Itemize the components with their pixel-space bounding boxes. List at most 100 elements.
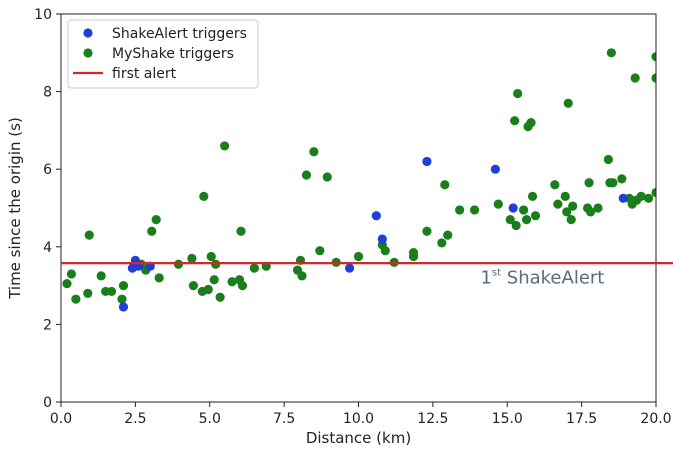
shakealert-legend-marker bbox=[83, 28, 93, 38]
myshake-triggers-point bbox=[203, 284, 213, 295]
myshake-triggers-point bbox=[297, 271, 307, 281]
myshake-triggers-point bbox=[593, 203, 603, 213]
x-axis-label: Distance (km) bbox=[306, 429, 411, 447]
x-tick-label: 15.0 bbox=[492, 411, 523, 427]
legend: ShakeAlert triggers MyShake triggers first… bbox=[67, 19, 259, 89]
myshake-triggers-point bbox=[519, 205, 529, 215]
myshake-triggers-point bbox=[206, 251, 216, 262]
x-tick-label: 10.0 bbox=[343, 411, 374, 427]
myshake-triggers-point bbox=[469, 205, 480, 215]
myshake-triggers-point bbox=[211, 259, 221, 269]
myshake-triggers-point bbox=[118, 281, 129, 291]
myshake-triggers-point bbox=[408, 248, 419, 258]
myshake-triggers-point bbox=[443, 230, 453, 240]
myshake-triggers-point bbox=[585, 207, 596, 217]
myshake-triggers-point bbox=[62, 279, 72, 289]
myshake-triggers-point bbox=[66, 269, 77, 279]
myshake-triggers-point bbox=[636, 191, 646, 201]
myshake-triggers-point bbox=[603, 154, 614, 165]
x-tick-label: 7.5 bbox=[273, 411, 295, 427]
y-tick-label: 4 bbox=[43, 240, 52, 256]
myshake-triggers-point bbox=[380, 246, 390, 256]
myshake-triggers-point bbox=[455, 205, 465, 215]
y-tick-label: 0 bbox=[43, 395, 52, 411]
myshake-triggers-point bbox=[209, 275, 219, 285]
y-axis: 0 2 4 6 8 10 bbox=[34, 7, 61, 411]
myshake-triggers-point bbox=[563, 98, 573, 108]
myshake-triggers-point bbox=[630, 73, 640, 83]
shakealert-triggers-point bbox=[618, 193, 628, 203]
myshake-triggers-point bbox=[643, 193, 654, 203]
myshake-triggers-point bbox=[173, 259, 184, 269]
myshake-triggers-point bbox=[249, 263, 259, 273]
myshake-triggers-point bbox=[550, 180, 560, 190]
myshake-triggers-point bbox=[511, 220, 521, 231]
myshake-legend-label: MyShake triggers bbox=[112, 46, 234, 62]
myshake-triggers-point bbox=[215, 292, 225, 302]
myshake-triggers-point bbox=[199, 191, 209, 201]
myshake-triggers-point bbox=[220, 141, 230, 151]
y-tick-label: 10 bbox=[34, 7, 52, 23]
myshake-triggers-point bbox=[505, 215, 515, 225]
myshake-triggers-point bbox=[513, 88, 523, 99]
annotation-text: 1st ShakeAlert bbox=[480, 268, 604, 289]
myshake-triggers-point bbox=[651, 52, 656, 62]
myshake-triggers-point bbox=[527, 191, 538, 201]
myshake-triggers-point bbox=[96, 271, 106, 281]
myshake-triggers-point bbox=[440, 180, 450, 190]
shakealert-triggers-point bbox=[490, 164, 500, 174]
shakealert-triggers-point bbox=[118, 302, 129, 312]
myshake-triggers-point bbox=[117, 294, 127, 304]
shakealert-legend-label: ShakeAlert triggers bbox=[112, 26, 247, 42]
myshake-triggers-point bbox=[322, 172, 332, 182]
myshake-triggers-point bbox=[617, 174, 627, 184]
y-tick-label: 6 bbox=[43, 162, 52, 178]
shakealert-triggers-point bbox=[377, 234, 387, 244]
myshake-triggers-point bbox=[236, 226, 246, 236]
first-alert-legend-label: first alert bbox=[112, 66, 177, 82]
y-axis-label: Time since the origin (s) bbox=[6, 117, 24, 300]
myshake-triggers-point bbox=[227, 277, 237, 287]
myshake-triggers-point bbox=[301, 170, 312, 180]
x-tick-label: 2.5 bbox=[124, 411, 146, 427]
first-shakealert-annotation: 1st ShakeAlert bbox=[480, 268, 604, 289]
shakealert-triggers-point bbox=[422, 156, 432, 167]
myshake-triggers-point bbox=[106, 286, 117, 297]
myshake-triggers-point bbox=[560, 191, 570, 201]
myshake-triggers-point bbox=[71, 294, 81, 304]
myshake-triggers-point bbox=[422, 226, 432, 236]
myshake-triggers-point bbox=[510, 116, 520, 126]
myshake-triggers-point bbox=[83, 288, 93, 298]
x-tick-label: 12.5 bbox=[417, 411, 448, 427]
myshake-triggers-point bbox=[606, 48, 616, 58]
plot-area bbox=[62, 48, 656, 312]
x-tick-label: 20.0 bbox=[640, 411, 671, 427]
myshake-triggers-point bbox=[315, 246, 325, 256]
myshake-triggers-point bbox=[553, 199, 563, 209]
myshake-legend-marker bbox=[83, 48, 93, 58]
x-tick-label: 5.0 bbox=[199, 411, 221, 427]
myshake-triggers-point bbox=[526, 118, 536, 128]
myshake-triggers-point bbox=[353, 251, 364, 262]
shakealert-triggers-point bbox=[508, 203, 518, 213]
shakealert-triggers-point bbox=[344, 263, 355, 273]
myshake-triggers-point bbox=[584, 178, 594, 188]
shakealert-triggers-point bbox=[371, 211, 381, 221]
myshake-triggers-point bbox=[154, 273, 164, 283]
myshake-triggers-point bbox=[237, 281, 248, 291]
myshake-triggers-point bbox=[147, 226, 157, 236]
myshake-triggers-point bbox=[309, 147, 319, 157]
myshake-triggers-point bbox=[493, 199, 503, 209]
myshake-triggers-point bbox=[566, 215, 576, 225]
myshake-triggers-point bbox=[521, 215, 532, 225]
myshake-triggers-point bbox=[187, 253, 197, 264]
y-tick-label: 2 bbox=[43, 317, 52, 333]
x-tick-label: 0.0 bbox=[50, 411, 72, 427]
myshake-triggers-point bbox=[530, 211, 541, 221]
myshake-triggers-point bbox=[562, 207, 572, 217]
x-axis: 0.0 2.5 5.0 7.5 10.0 12.5 15.0 17.5 20.0 bbox=[50, 402, 672, 427]
legend-box bbox=[67, 19, 259, 89]
myshake-triggers-point bbox=[437, 238, 447, 248]
myshake-triggers-point bbox=[188, 281, 198, 291]
